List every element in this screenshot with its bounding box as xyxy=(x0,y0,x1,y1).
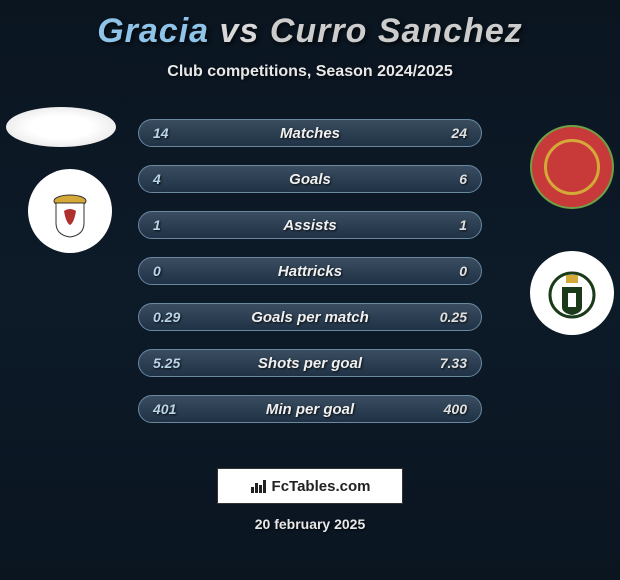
player-right-avatar xyxy=(530,125,614,209)
branding-text: FcTables.com xyxy=(272,478,371,495)
stat-label: Assists xyxy=(283,217,336,234)
club-left-crest xyxy=(28,169,112,253)
stat-label: Goals per match xyxy=(251,309,369,326)
stat-value-left: 1 xyxy=(153,217,193,233)
stat-label: Goals xyxy=(289,171,331,188)
stat-label: Matches xyxy=(280,125,340,142)
stat-row: 0.29 Goals per match 0.25 xyxy=(138,303,482,331)
stat-row: 0 Hattricks 0 xyxy=(138,257,482,285)
stat-value-left: 0 xyxy=(153,263,193,279)
stat-row: 1 Assists 1 xyxy=(138,211,482,239)
player-left-name: Gracia xyxy=(97,12,209,50)
club-right-crest xyxy=(530,251,614,335)
stat-row: 5.25 Shots per goal 7.33 xyxy=(138,349,482,377)
chart-icon xyxy=(250,477,268,495)
vs-label: vs xyxy=(220,12,260,50)
stat-value-left: 4 xyxy=(153,171,193,187)
stat-label: Min per goal xyxy=(266,401,354,418)
stat-value-right: 0 xyxy=(427,263,467,279)
stat-row: 401 Min per goal 400 xyxy=(138,395,482,423)
stat-value-right: 24 xyxy=(427,125,467,141)
burgos-crest-icon xyxy=(544,265,600,321)
stat-value-left: 0.29 xyxy=(153,309,193,325)
stat-value-left: 401 xyxy=(153,401,193,417)
stat-label: Hattricks xyxy=(278,263,342,280)
stat-value-left: 5.25 xyxy=(153,355,193,371)
stat-row: 4 Goals 6 xyxy=(138,165,482,193)
page-title: Gracia vs Curro Sanchez xyxy=(0,0,620,51)
stat-value-right: 1 xyxy=(427,217,467,233)
branding-badge: FcTables.com xyxy=(217,468,403,504)
stats-table: 14 Matches 24 4 Goals 6 1 Assists 1 0 Hattricks 0 0.… xyxy=(138,119,482,441)
stat-value-right: 0.25 xyxy=(427,309,467,325)
stat-row: 14 Matches 24 xyxy=(138,119,482,147)
stat-value-right: 7.33 xyxy=(427,355,467,371)
subtitle: Club competitions, Season 2024/2025 xyxy=(0,63,620,81)
player-right-name: Curro Sanchez xyxy=(270,12,523,50)
stat-label: Shots per goal xyxy=(258,355,362,372)
date-label: 20 february 2025 xyxy=(255,516,366,532)
zaragoza-crest-icon xyxy=(42,183,98,239)
stat-value-left: 14 xyxy=(153,125,193,141)
stat-value-right: 400 xyxy=(427,401,467,417)
stat-value-right: 6 xyxy=(427,171,467,187)
player-left-avatar xyxy=(6,107,116,147)
content-area: 14 Matches 24 4 Goals 6 1 Assists 1 0 Hattricks 0 0.… xyxy=(0,101,620,441)
